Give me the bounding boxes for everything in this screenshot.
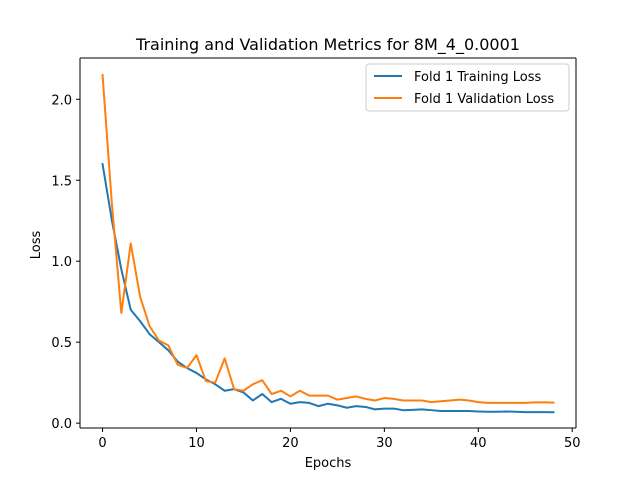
y-tick-label: 0.5 xyxy=(51,336,72,351)
chart-title: Training and Validation Metrics for 8M_4… xyxy=(135,35,520,55)
series-line-2 xyxy=(101,73,555,404)
legend-label-2: Fold 1 Validation Loss xyxy=(414,92,554,107)
x-tick-label: 20 xyxy=(282,436,299,451)
x-tick-label: 10 xyxy=(188,436,205,451)
axes-frame xyxy=(79,57,577,429)
y-tick-label: 0.0 xyxy=(51,417,72,432)
x-axis-label: Epochs xyxy=(305,456,352,471)
y-tick-label: 1.0 xyxy=(51,255,72,270)
x-tick-label: 50 xyxy=(564,436,581,451)
x-axis-ticks: 0 10 20 30 40 50 xyxy=(98,428,581,451)
x-tick-label: 40 xyxy=(470,436,487,451)
legend: Fold 1 Training Loss Fold 1 Validation Lo… xyxy=(365,63,570,112)
y-tick-label: 1.5 xyxy=(51,174,72,189)
plot-lines xyxy=(101,73,555,414)
series-line-1 xyxy=(101,162,555,414)
y-tick-label: 2.0 xyxy=(51,93,72,108)
y-axis-label: Loss xyxy=(29,231,44,260)
x-tick-label: 0 xyxy=(98,436,106,451)
y-axis-ticks: 0.0 0.5 1.0 1.5 2.0 xyxy=(51,93,80,432)
x-tick-label: 30 xyxy=(376,436,393,451)
legend-label-1: Fold 1 Training Loss xyxy=(414,70,542,85)
legend-box xyxy=(365,63,570,112)
